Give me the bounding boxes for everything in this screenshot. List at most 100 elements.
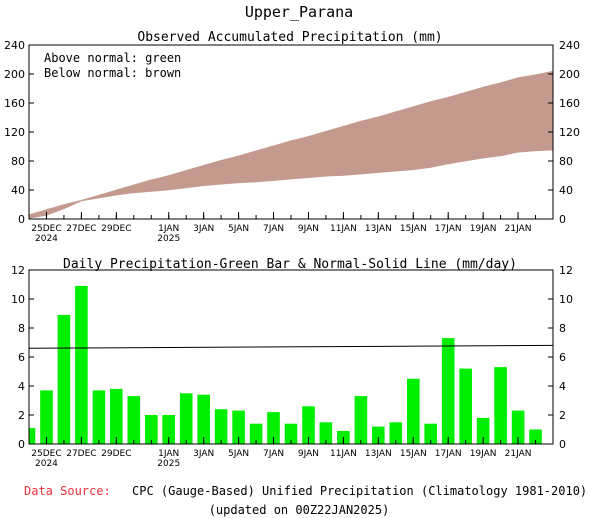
accum-diff-segment bbox=[308, 130, 327, 179]
y-tick-label-left: 12 bbox=[11, 264, 25, 277]
accum-diff-segment bbox=[360, 116, 379, 175]
daily-precip-bar bbox=[319, 422, 333, 445]
x-tick-label-year: 2025 bbox=[157, 234, 180, 244]
daily-precip-bar bbox=[57, 314, 71, 444]
x-tick-label: 29DEC bbox=[101, 449, 131, 459]
x-tick-label: 7JAN bbox=[263, 449, 284, 459]
normal-line bbox=[28, 344, 554, 349]
y-tick-label-left: 2 bbox=[18, 409, 25, 422]
x-tick-label: 27DEC bbox=[66, 449, 96, 459]
y-tick-label-left: 0 bbox=[18, 213, 25, 226]
accum-diff-segment bbox=[185, 164, 204, 189]
y-tick-label-left: 10 bbox=[11, 293, 25, 306]
x-tick-label-year: 2024 bbox=[35, 234, 58, 244]
accum-diff-segment bbox=[238, 150, 257, 184]
daily-precip-bar bbox=[214, 409, 228, 444]
daily-precip-bar bbox=[302, 406, 315, 444]
daily-precip-bar bbox=[476, 417, 490, 444]
y-tick-label-right: 10 bbox=[559, 293, 573, 306]
x-tick-label: 9JAN bbox=[298, 224, 319, 234]
y-tick-label-right: 120 bbox=[559, 126, 580, 139]
x-tick-label: 3JAN bbox=[193, 224, 214, 234]
x-tick-label: 17JAN bbox=[435, 449, 462, 459]
x-tick-label: 19JAN bbox=[470, 449, 497, 459]
data-source-text: CPC (Gauge-Based) Unified Precipitation … bbox=[132, 484, 587, 498]
accum-diff-segment bbox=[98, 189, 117, 199]
y-tick-label-right: 0 bbox=[559, 438, 566, 451]
accum-diff-segment bbox=[465, 86, 484, 162]
daily-precip-bar bbox=[389, 422, 403, 445]
x-tick-label: 3JAN bbox=[193, 449, 214, 459]
accum-diff-segment bbox=[482, 82, 501, 159]
accum-diff-segment bbox=[46, 204, 65, 216]
x-tick-label: 11JAN bbox=[330, 224, 357, 234]
daily-precip-bar bbox=[249, 423, 263, 444]
accum-diff-segment bbox=[81, 194, 100, 202]
daily-precip-bar bbox=[162, 415, 175, 444]
x-tick-label: 29DEC bbox=[101, 224, 131, 234]
y-tick-label-right: 6 bbox=[559, 351, 566, 364]
y-tick-label-right: 8 bbox=[559, 322, 566, 335]
daily-precip-bar bbox=[511, 410, 525, 444]
x-tick-label: 27DEC bbox=[66, 224, 96, 234]
y-tick-label-left: 6 bbox=[18, 351, 25, 364]
x-tick-label: 5JAN bbox=[228, 449, 249, 459]
daily-precip-bar bbox=[92, 390, 106, 444]
accum-diff-segment bbox=[151, 175, 169, 192]
accum-diff-segment bbox=[412, 101, 432, 171]
x-tick-label: 25DEC bbox=[31, 224, 61, 234]
y-tick-label-left: 4 bbox=[18, 380, 25, 393]
legend-above-normal: Above normal: green bbox=[44, 51, 181, 65]
accum-diff-segment bbox=[290, 136, 309, 180]
accum-diff-segment bbox=[133, 179, 152, 194]
x-tick-label: 9JAN bbox=[298, 449, 319, 459]
y-tick-label-right: 240 bbox=[559, 39, 580, 52]
accum-diff-segment bbox=[220, 155, 239, 185]
y-tick-label-right: 160 bbox=[559, 97, 580, 110]
x-tick-label: 11JAN bbox=[330, 449, 357, 459]
x-tick-label: 1JAN bbox=[158, 449, 179, 459]
daily-precip-bar bbox=[459, 368, 472, 444]
y-tick-label-right: 0 bbox=[559, 213, 566, 226]
x-tick-label: 5JAN bbox=[228, 224, 249, 234]
daily-precip-bar bbox=[529, 429, 542, 444]
x-tick-label: 19JAN bbox=[470, 224, 497, 234]
daily-precip-bar bbox=[145, 415, 158, 444]
accum-diff-segment bbox=[63, 199, 82, 210]
x-tick-label: 7JAN bbox=[263, 224, 284, 234]
daily-precip-bar bbox=[197, 394, 210, 444]
accum-diff-segment bbox=[430, 96, 449, 168]
accum-diff-segment bbox=[343, 120, 362, 176]
y-tick-label-right: 80 bbox=[559, 155, 573, 168]
accum-diff-segment bbox=[517, 74, 536, 153]
x-tick-label: 1JAN bbox=[158, 224, 179, 234]
daily-precip-bar bbox=[232, 410, 245, 444]
accum-diff-segment bbox=[255, 145, 274, 183]
accum-diff-segment bbox=[377, 111, 397, 173]
x-tick-label-year: 2024 bbox=[35, 459, 58, 469]
y-tick-label-left: 0 bbox=[18, 438, 25, 451]
x-tick-label: 13JAN bbox=[365, 449, 392, 459]
updated-timestamp: (updated on 00Z22JAN2025) bbox=[209, 503, 390, 517]
accum-diff-segment bbox=[203, 159, 222, 187]
x-tick-label: 25DEC bbox=[31, 449, 61, 459]
x-tick-label: 13JAN bbox=[365, 224, 392, 234]
accum-diff-segment bbox=[500, 77, 519, 157]
daily-precip-bar bbox=[441, 338, 455, 444]
y-tick-label-left: 200 bbox=[4, 68, 25, 81]
x-tick-label: 21JAN bbox=[505, 449, 532, 459]
daily-precip-bar bbox=[29, 428, 36, 444]
y-tick-label-right: 200 bbox=[559, 68, 580, 81]
daily-precip-bar bbox=[179, 393, 193, 445]
plot-frame bbox=[28, 269, 554, 445]
y-tick-label-left: 40 bbox=[11, 184, 25, 197]
daily-precip-bar bbox=[424, 423, 437, 444]
y-tick-label-right: 40 bbox=[559, 184, 573, 197]
accum-diff-segment bbox=[116, 184, 135, 196]
y-tick-label-right: 4 bbox=[559, 380, 566, 393]
x-tick-label: 17JAN bbox=[435, 224, 462, 234]
y-tick-label-right: 12 bbox=[559, 264, 573, 277]
accum-diff-segment bbox=[535, 70, 554, 152]
top-chart-title: Observed Accumulated Precipitation (mm) bbox=[137, 30, 442, 45]
